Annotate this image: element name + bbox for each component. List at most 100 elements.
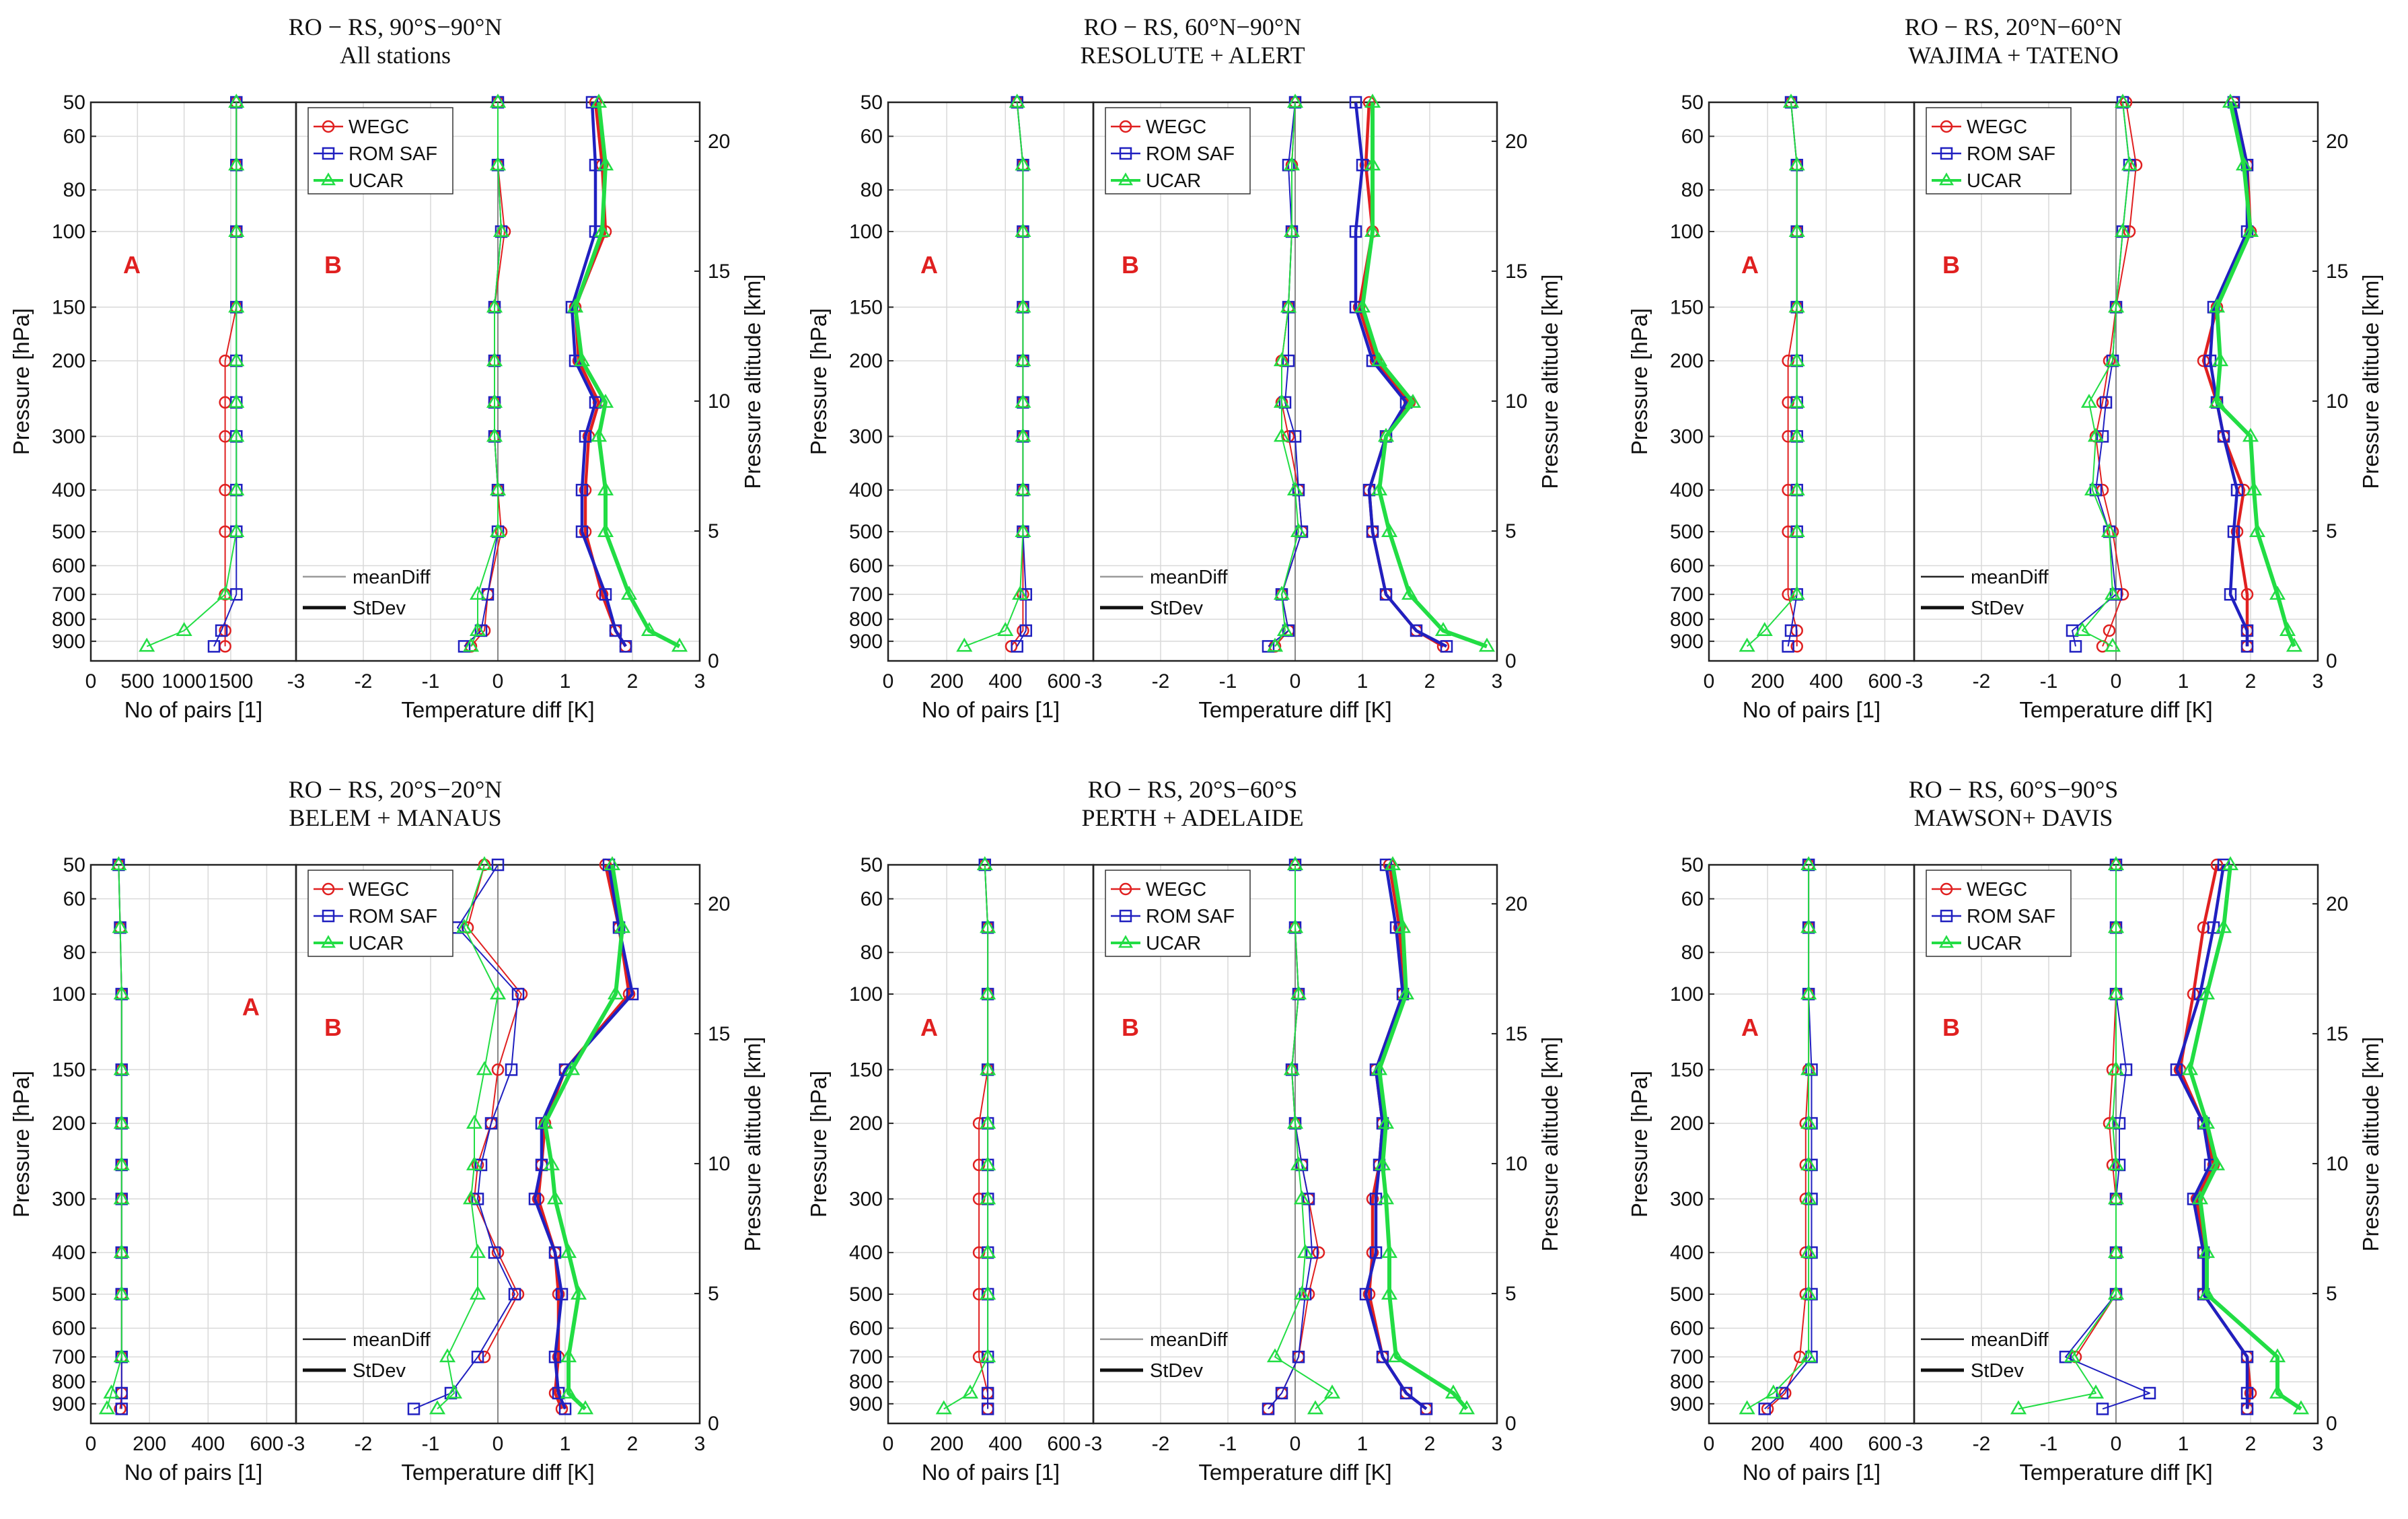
pairs-point <box>228 352 245 367</box>
pressure-tick-label: 60 <box>861 126 883 148</box>
altitude-tick-label: 5 <box>2326 520 2337 542</box>
chart-title: RO − RS, 60°N−90°N <box>1084 13 1301 40</box>
panel-label-b: B <box>1942 1014 1960 1041</box>
pairs-point <box>980 1061 996 1075</box>
pressure-tick-label: 80 <box>63 179 85 201</box>
pressure-tick-label: 800 <box>1670 1371 1704 1393</box>
altitude-tick-label: 5 <box>1505 520 1517 542</box>
pairs-point <box>228 223 245 238</box>
meandiff-point <box>1290 985 1307 1000</box>
pairs-point <box>115 1403 128 1415</box>
pressure-tick-label: 500 <box>849 521 883 543</box>
stdev-point <box>2198 1244 2216 1259</box>
stdev-point <box>1399 1386 1413 1400</box>
stdev-point <box>567 298 584 313</box>
pairs-point <box>1782 94 1800 108</box>
meandiff-point <box>1288 430 1302 443</box>
pairs-point <box>230 588 243 601</box>
meandiff-line <box>1274 865 1333 1410</box>
tdiff-axis-label: Temperature diff [K] <box>1198 697 1391 722</box>
stdev-point <box>570 1285 587 1300</box>
stdev-point <box>548 1350 562 1364</box>
meandiff-point <box>407 1403 421 1415</box>
meandiff-line <box>1268 865 1319 1410</box>
meandiff-point <box>2107 1285 2125 1300</box>
meandiff-line <box>467 864 522 1357</box>
pairs-point <box>981 1403 994 1415</box>
stdev-line <box>2188 864 2302 1411</box>
legend-marker <box>1119 120 1132 133</box>
pairs-point <box>139 637 155 652</box>
meandiff-point <box>469 1244 486 1259</box>
pairs-point <box>976 856 993 870</box>
pressure-axis-label: Pressure [hPa] <box>806 1071 831 1217</box>
chart-title: RO − RS, 20°S−20°N <box>289 776 502 803</box>
stdev-point <box>1434 622 1452 636</box>
meandiff-point <box>1290 1156 1307 1170</box>
meandiff-point <box>486 352 503 367</box>
tdiff-tick-label: -3 <box>1905 1433 1924 1455</box>
pressure-tick-label: 200 <box>1670 350 1704 372</box>
meandiff-point <box>491 858 505 872</box>
panel-label-a: A <box>1741 1014 1759 1041</box>
pairs-point <box>1800 919 1817 933</box>
pairs-line <box>943 864 989 1410</box>
legend-marker <box>1119 147 1132 160</box>
meandiff-line <box>2082 102 2130 647</box>
tdiff-tick-label: 0 <box>1290 1433 1301 1455</box>
stdev-point <box>2242 427 2259 442</box>
tdiff-tick-label: -1 <box>2040 1433 2058 1455</box>
altitude-tick-label: 10 <box>708 390 730 413</box>
altitude-tick-label: 5 <box>708 520 719 542</box>
pairs-point <box>1788 523 1805 537</box>
chart-title: RO − RS, 60°S−90°S <box>1909 776 2118 803</box>
meandiff-point <box>2069 640 2082 653</box>
panel-label-a: A <box>920 1014 938 1041</box>
pairs-point <box>980 1285 996 1300</box>
meandiff-point <box>429 1400 446 1415</box>
style-legend: meanDiff StDev <box>303 567 431 619</box>
tdiff-tick-label: 3 <box>1492 1433 1503 1455</box>
legend-label: UCAR <box>1146 933 1201 954</box>
legend-marker <box>1119 882 1132 896</box>
pressure-tick-label: 100 <box>1670 221 1704 243</box>
stdev-point <box>1420 1403 1433 1415</box>
legend-stdev-label: StDev <box>1150 598 1203 619</box>
pairs-point <box>1739 637 1755 652</box>
stdev-point <box>607 985 624 1000</box>
pairs-axes-frame <box>89 101 297 662</box>
meandiff-point <box>492 223 510 238</box>
stdev-point <box>2240 588 2254 601</box>
panel-label-b: B <box>1942 251 1960 279</box>
pressure-tick-label: 50 <box>63 92 85 114</box>
pressure-tick-label: 50 <box>861 854 883 876</box>
pairs-point <box>1788 223 1805 238</box>
meandiff-point <box>476 856 493 870</box>
pairs-point <box>1009 94 1025 108</box>
stdev-point <box>2198 1115 2216 1129</box>
pressure-tick-label: 500 <box>849 1283 883 1306</box>
chart-subtitle: BELEM + MANAUS <box>289 804 501 831</box>
stdev-point <box>597 481 614 496</box>
meandiff-line <box>2065 865 2150 1410</box>
legend-label: UCAR <box>1146 170 1201 192</box>
stdev-point <box>2227 525 2240 538</box>
tdiff-tick-label: 3 <box>2312 670 2324 693</box>
altitude-tick-label: 0 <box>708 650 719 672</box>
meandiff-point <box>508 1287 521 1301</box>
pressure-tick-label: 700 <box>849 584 883 606</box>
stdev-point <box>1371 352 1388 367</box>
meandiff-point <box>1266 637 1284 652</box>
stdev-point <box>620 586 638 600</box>
stdev-point <box>590 94 608 108</box>
legend-marker <box>1939 935 1954 948</box>
meandiff-point <box>2087 1384 2105 1399</box>
legend-marker <box>322 909 335 923</box>
legend-label: UCAR <box>349 170 404 192</box>
meandiff-point <box>489 156 507 171</box>
meandiff-point <box>2104 586 2121 600</box>
pressure-tick-label: 80 <box>861 942 883 964</box>
altitude-axis-label: Pressure altitude [km] <box>740 1036 765 1251</box>
